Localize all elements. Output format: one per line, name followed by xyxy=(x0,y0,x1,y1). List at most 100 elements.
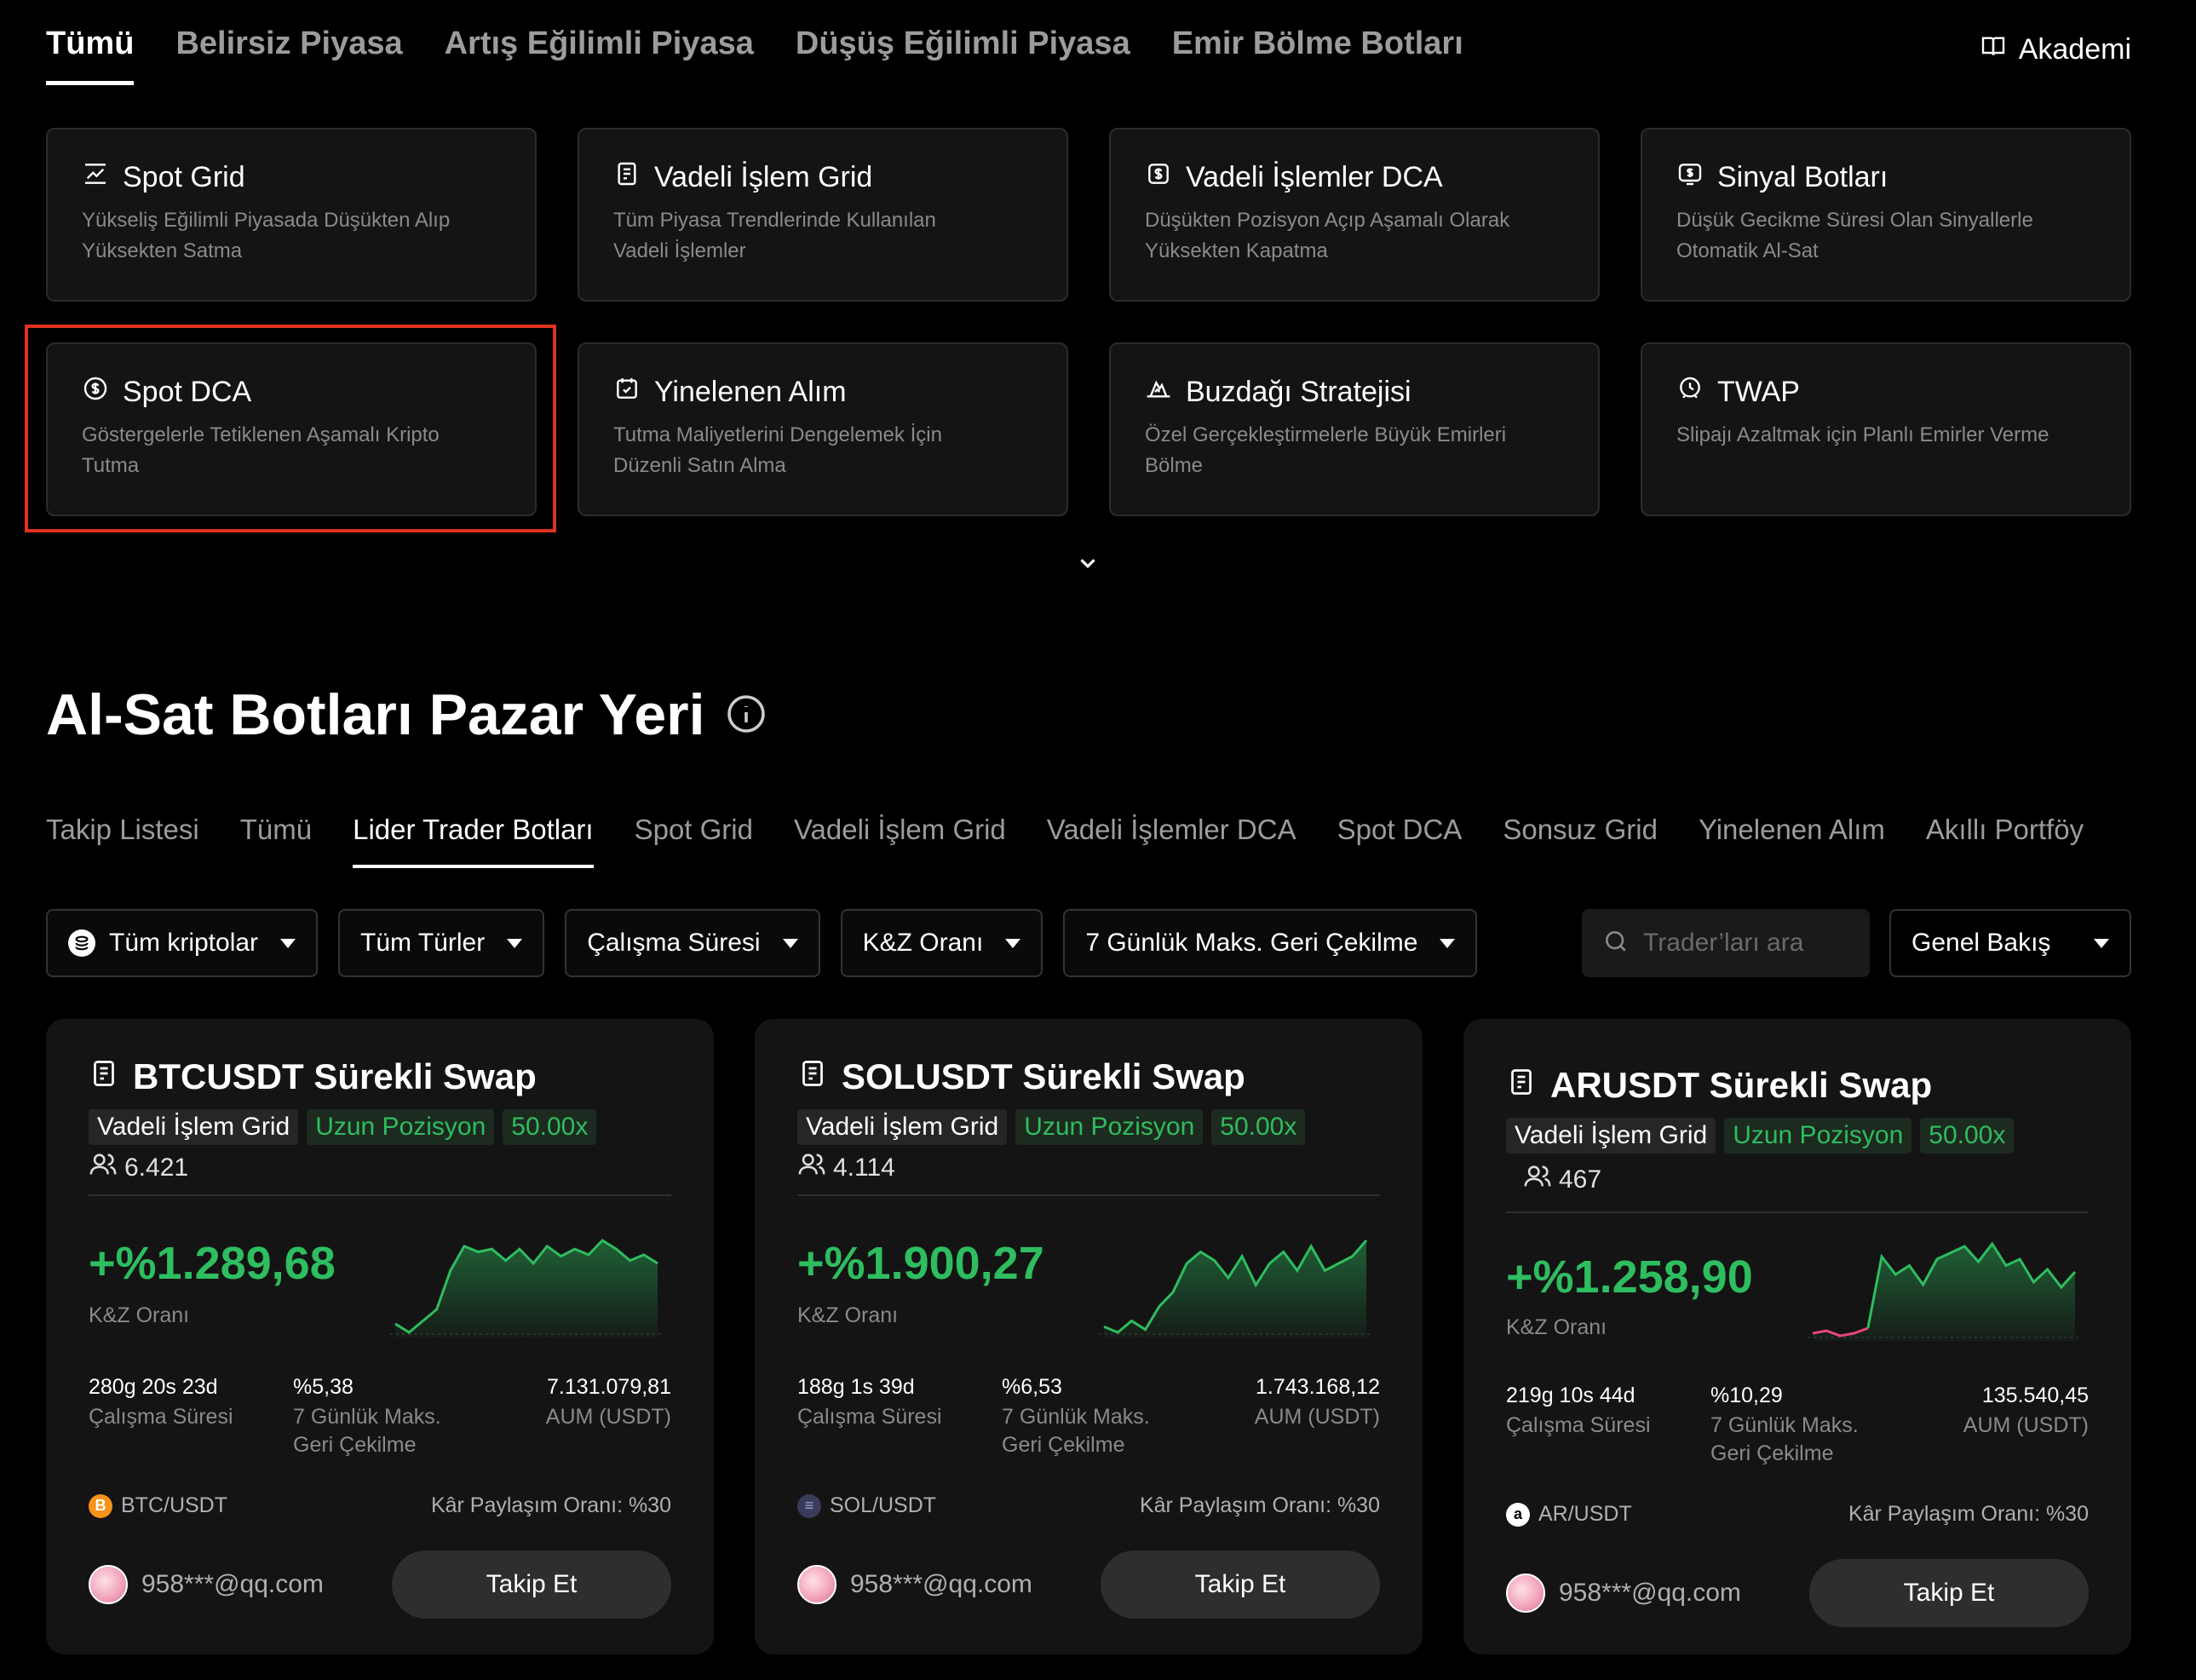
position-tag: Uzun Pozisyon xyxy=(1724,1118,1912,1154)
bot-type-tag: Vadeli İşlem Grid xyxy=(797,1109,1008,1145)
aum-label: AUM (USDT) xyxy=(1254,1405,1380,1429)
users-icon xyxy=(797,1150,826,1186)
filter-label: Tüm kriptolar xyxy=(109,929,259,957)
follow-button[interactable]: Takip Et xyxy=(1809,1559,2089,1627)
academy-label: Akademi xyxy=(2018,33,2131,66)
tab-bull-market[interactable]: Artış Eğilimli Piyasa xyxy=(444,26,754,61)
ar-coin-icon: a xyxy=(1506,1502,1530,1527)
runtime-label: Çalışma Süresi xyxy=(1506,1413,1651,1437)
tab-spot-grid[interactable]: Spot Grid xyxy=(634,814,753,845)
trading-pair: AR/USDT xyxy=(1538,1502,1632,1526)
aum-value: 1.743.168,12 xyxy=(1256,1375,1380,1399)
tab-infinity-grid[interactable]: Sonsuz Grid xyxy=(1503,814,1658,845)
tab-bear-market[interactable]: Düşüş Eğilimli Piyasa xyxy=(795,26,1130,61)
bot-title: Vadeli İşlem Grid xyxy=(654,161,873,193)
bot-type-tag: Vadeli İşlem Grid xyxy=(89,1109,299,1145)
trader-bot-card[interactable]: SOLUSDT Sürekli Swap Vadeli İşlem Grid U… xyxy=(755,1019,1423,1654)
bot-card-spot-grid[interactable]: Spot Grid Yükseliş Eğilimli Piyasada Düş… xyxy=(46,128,537,302)
document-icon xyxy=(89,1056,119,1097)
trader-bot-card[interactable]: BTCUSDT Sürekli Swap Vadeli İşlem Grid U… xyxy=(46,1019,714,1654)
bot-card-recurring-buy[interactable]: Yinelenen Alım Tutma Maliyetlerini Denge… xyxy=(578,342,1068,516)
runtime-filter-dropdown[interactable]: Çalışma Süresi xyxy=(565,909,820,977)
filter-label: Çalışma Süresi xyxy=(587,929,761,957)
tab-sideways-market[interactable]: Belirsiz Piyasa xyxy=(175,26,403,61)
pnl-label: K&Z Oranı xyxy=(1506,1315,1607,1339)
trader-email: 958***@qq.com xyxy=(1559,1579,1741,1607)
search-icon xyxy=(1602,928,1630,959)
leverage-tag: 50.00x xyxy=(503,1109,597,1145)
runtime-label: Çalışma Süresi xyxy=(89,1405,233,1429)
trader-search xyxy=(1582,909,1870,977)
follower-value: 6.421 xyxy=(124,1154,189,1182)
avatar xyxy=(797,1565,836,1604)
trading-pair: SOL/USDT xyxy=(830,1493,937,1517)
tab-smart-portfolio[interactable]: Akıllı Portföy xyxy=(1925,814,2084,845)
drawdown-value: %6,53 xyxy=(1002,1375,1062,1399)
bot-card-futures-grid[interactable]: Vadeli İşlem Grid Tüm Piyasa Trendlerind… xyxy=(578,128,1068,302)
academy-link[interactable]: Akademi xyxy=(1980,32,2131,67)
pnl-sparkline xyxy=(1099,1240,1371,1338)
bot-card-twap[interactable]: TWAP Slipajı Azaltmak için Planlı Emirle… xyxy=(1641,342,2131,516)
profit-share: Kâr Paylaşım Oranı: %30 xyxy=(1848,1502,2089,1526)
filter-bar: Tüm kriptolar Tüm Türler Çalışma Süresi … xyxy=(46,909,1478,977)
bot-card-futures-dca[interactable]: Vadeli İşlemler DCA Düşükten Pozisyon Aç… xyxy=(1109,128,1600,302)
coin-cycle-icon xyxy=(82,375,109,410)
divider xyxy=(89,1194,671,1196)
tab-order-split-bots[interactable]: Emir Bölme Botları xyxy=(1171,26,1463,61)
filter-label: Tüm Türler xyxy=(360,929,486,957)
caret-down-icon xyxy=(280,938,296,948)
tab-all[interactable]: Tümü xyxy=(46,26,135,85)
bot-desc: Otomatik Al-Sat xyxy=(1676,239,1819,262)
tab-spot-dca[interactable]: Spot DCA xyxy=(1337,814,1463,845)
follower-count: 6.421 xyxy=(89,1150,671,1186)
bot-card-signal-bots[interactable]: Sinyal Botları Düşük Gecikme Süresi Olan… xyxy=(1641,128,2131,302)
overview-dropdown[interactable]: Genel Bakış xyxy=(1889,909,2131,977)
search-input[interactable] xyxy=(1643,929,1839,958)
signal-icon xyxy=(1676,160,1704,195)
tab-futures-grid[interactable]: Vadeli İşlem Grid xyxy=(793,814,1006,845)
type-filter-dropdown[interactable]: Tüm Türler xyxy=(338,909,545,977)
tab-recurring-buy[interactable]: Yinelenen Alım xyxy=(1698,814,1885,845)
sol-coin-icon: ≡ xyxy=(797,1493,821,1518)
clock-icon xyxy=(1676,375,1704,410)
iceberg-icon xyxy=(1145,375,1172,410)
drawdown-label: Geri Çekilme xyxy=(1710,1441,1834,1465)
drawdown-label: Geri Çekilme xyxy=(1002,1433,1125,1457)
tab-all-bots[interactable]: Tümü xyxy=(239,814,313,845)
trading-pair: BTC/USDT xyxy=(121,1493,227,1517)
bot-card-spot-dca[interactable]: Spot DCA Göstergelerle Tetiklenen Aşamal… xyxy=(46,342,537,516)
runtime-value: 280g 20s 23d xyxy=(89,1375,218,1399)
caret-down-icon xyxy=(782,938,798,948)
drawdown-label: 7 Günlük Maks. xyxy=(1002,1405,1150,1429)
pnl-filter-dropdown[interactable]: K&Z Oranı xyxy=(840,909,1043,977)
bot-title: Sinyal Botları xyxy=(1717,161,1888,193)
drawdown-filter-dropdown[interactable]: 7 Günlük Maks. Geri Çekilme xyxy=(1063,909,1478,977)
follow-button[interactable]: Takip Et xyxy=(392,1551,671,1619)
sparkline-area xyxy=(1104,1240,1366,1338)
drawdown-label: Geri Çekilme xyxy=(293,1433,417,1457)
drawdown-label: 7 Günlük Maks. xyxy=(1710,1413,1859,1437)
trader-email: 958***@qq.com xyxy=(850,1570,1032,1598)
dollar-document-icon xyxy=(1145,160,1172,195)
category-tabs: Tümü Belirsiz Piyasa Artış Eğilimli Piya… xyxy=(46,26,1463,85)
trader-bot-card[interactable]: ARUSDT Sürekli Swap Vadeli İşlem Grid Uz… xyxy=(1463,1019,2131,1654)
chevron-down-icon[interactable] xyxy=(1075,550,1101,576)
tab-futures-dca[interactable]: Vadeli İşlemler DCA xyxy=(1046,814,1296,845)
info-icon[interactable] xyxy=(726,682,767,748)
tab-watchlist[interactable]: Takip Listesi xyxy=(46,814,199,845)
document-icon xyxy=(613,160,641,195)
crypto-filter-dropdown[interactable]: Tüm kriptolar xyxy=(46,909,319,977)
follower-count: 4.114 xyxy=(797,1150,1380,1186)
tab-lead-trader-bots[interactable]: Lider Trader Botları xyxy=(353,814,594,868)
filter-label: K&Z Oranı xyxy=(862,929,984,957)
bot-name: ARUSDT Sürekli Swap xyxy=(1550,1065,1933,1105)
runtime-value: 188g 1s 39d xyxy=(797,1375,915,1399)
drawdown-value: %10,29 xyxy=(1710,1384,1783,1407)
bot-title: Spot DCA xyxy=(123,376,252,408)
bot-desc: Yüksekten Satma xyxy=(82,239,243,262)
document-icon xyxy=(1506,1065,1537,1106)
follow-button[interactable]: Takip Et xyxy=(1101,1551,1380,1619)
bot-card-iceberg[interactable]: Buzdağı Stratejisi Özel Gerçekleştirmele… xyxy=(1109,342,1600,516)
coins-icon xyxy=(68,929,95,957)
bot-desc: Bölme xyxy=(1145,454,1204,477)
